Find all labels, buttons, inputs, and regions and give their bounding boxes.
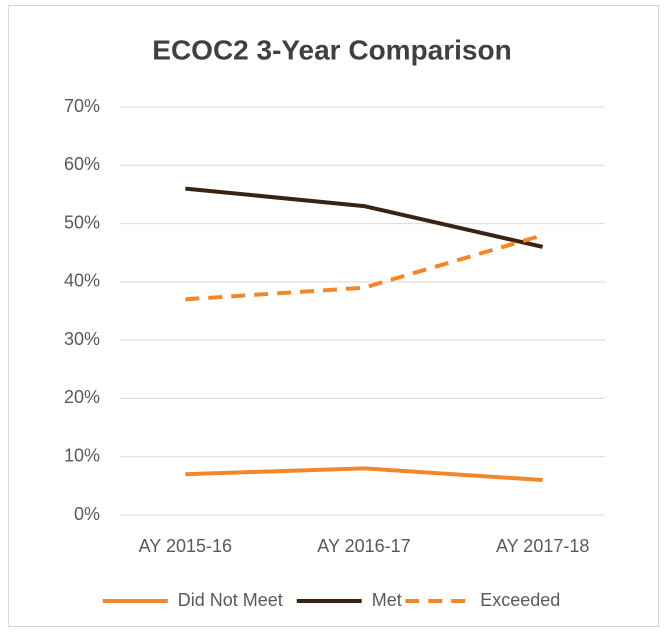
y-tick-label: 40%	[64, 271, 100, 291]
x-tick-label: AY 2015-16	[139, 536, 232, 556]
series-line	[185, 233, 544, 302]
legend-label: Met	[372, 590, 402, 610]
y-tick-label: 60%	[64, 154, 100, 174]
y-tick-label: 10%	[64, 445, 100, 465]
legend-label: Did Not Meet	[178, 590, 283, 610]
x-tick-label: AY 2016-17	[317, 536, 410, 556]
y-tick-label: 0%	[74, 504, 100, 524]
x-tick-label: AY 2017-18	[496, 536, 589, 556]
y-tick-label: 30%	[64, 329, 100, 349]
y-tick-label: 20%	[64, 387, 100, 407]
chart-border	[8, 5, 659, 627]
y-tick-label: 50%	[64, 212, 100, 232]
legend-label: Exceeded	[480, 590, 560, 610]
series-line	[185, 186, 544, 249]
series-line	[185, 466, 543, 483]
chart-title: ECOC2 3-Year Comparison	[152, 34, 511, 65]
y-tick-label: 70%	[64, 96, 100, 116]
